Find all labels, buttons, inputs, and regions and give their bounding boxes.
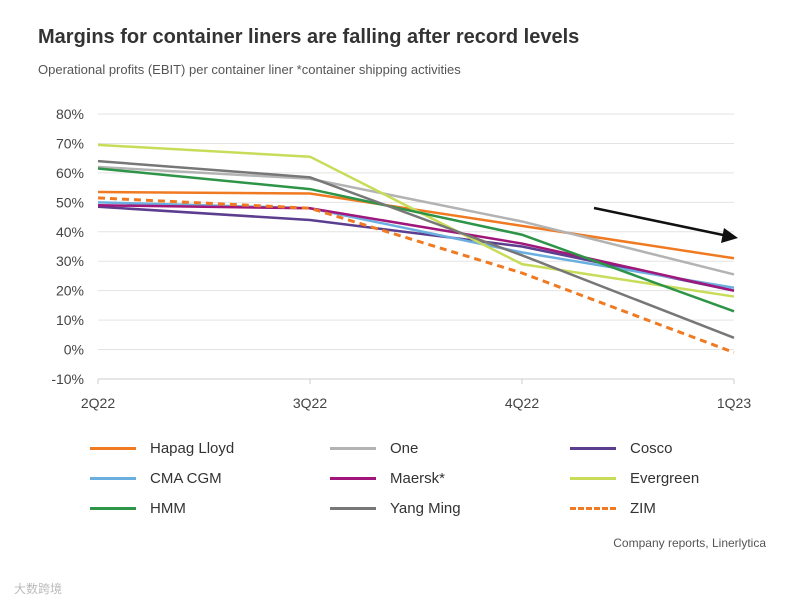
legend-swatch <box>570 507 616 510</box>
legend-swatch <box>570 447 616 450</box>
y-tick-label: 10% <box>56 312 84 328</box>
legend-label: Cosco <box>630 440 673 457</box>
x-tick-label: 3Q22 <box>293 395 327 411</box>
x-tick-label: 2Q22 <box>81 395 115 411</box>
x-tick-label: 1Q23 <box>717 395 751 411</box>
legend-label: One <box>390 440 419 457</box>
legend-swatch <box>330 507 376 510</box>
series-line-evergreen <box>97 143 735 298</box>
trend-arrow-head <box>721 228 738 243</box>
series-line-hmm <box>97 167 735 313</box>
legend: Hapag Lloyd One Cosco CMA CGM Maersk* Evergre… <box>90 438 750 519</box>
y-tick-label: 80% <box>56 106 84 122</box>
legend-swatch <box>90 447 136 450</box>
series-line-yang-ming <box>97 159 735 339</box>
legend-label: Maersk* <box>390 470 446 487</box>
series-line-cma-cgm <box>97 201 735 289</box>
legend-swatch <box>90 477 136 480</box>
y-tick-label: 70% <box>56 135 84 151</box>
legend-label: Evergreen <box>630 470 700 487</box>
legend-item: Evergreen <box>570 468 750 489</box>
legend-item: ZIM <box>570 498 750 519</box>
trend-arrow-shaft <box>593 206 729 238</box>
y-tick-label: 40% <box>56 224 84 240</box>
y-tick-label: 0% <box>64 342 84 358</box>
y-tick-label: 50% <box>56 194 84 210</box>
watermark: 大数跨境 <box>14 582 63 596</box>
source-note: Company reports, Linerlytica <box>613 536 766 550</box>
y-tick-label: 60% <box>56 165 84 181</box>
legend-swatch <box>90 507 136 510</box>
legend-item: HMM <box>90 498 330 519</box>
legend-item: Hapag Lloyd <box>90 438 330 459</box>
legend-swatch <box>330 447 376 450</box>
y-tick-label: -10% <box>51 371 84 387</box>
legend-label: HMM <box>150 500 186 517</box>
series-line-maersk- <box>97 204 735 292</box>
chart-subtitle: Operational profits (EBIT) per container… <box>38 62 461 77</box>
legend-label: ZIM <box>630 500 656 517</box>
line-chart: -10% 0% 10% 20% 30% 40% 50% 60% 70% 80% 2Q22 3Q22 4Q… <box>51 106 751 411</box>
legend-item: Yang Ming <box>330 498 570 519</box>
legend-item: CMA CGM <box>90 468 330 489</box>
legend-label: Hapag Lloyd <box>150 440 235 457</box>
series-line-zim <box>97 196 735 354</box>
x-tick-label: 4Q22 <box>505 395 539 411</box>
legend-label: Yang Ming <box>390 500 461 517</box>
legend-label: CMA CGM <box>150 470 222 487</box>
chart-title: Margins for container liners are falling… <box>38 26 580 48</box>
y-tick-label: 30% <box>56 253 84 269</box>
legend-swatch <box>330 477 376 480</box>
legend-item: One <box>330 438 570 459</box>
legend-swatch <box>570 477 616 480</box>
y-tick-label: 20% <box>56 283 84 299</box>
series-line-one <box>97 165 735 276</box>
legend-item: Cosco <box>570 438 750 459</box>
legend-item: Maersk* <box>330 468 570 489</box>
series-line-cosco <box>97 205 735 292</box>
